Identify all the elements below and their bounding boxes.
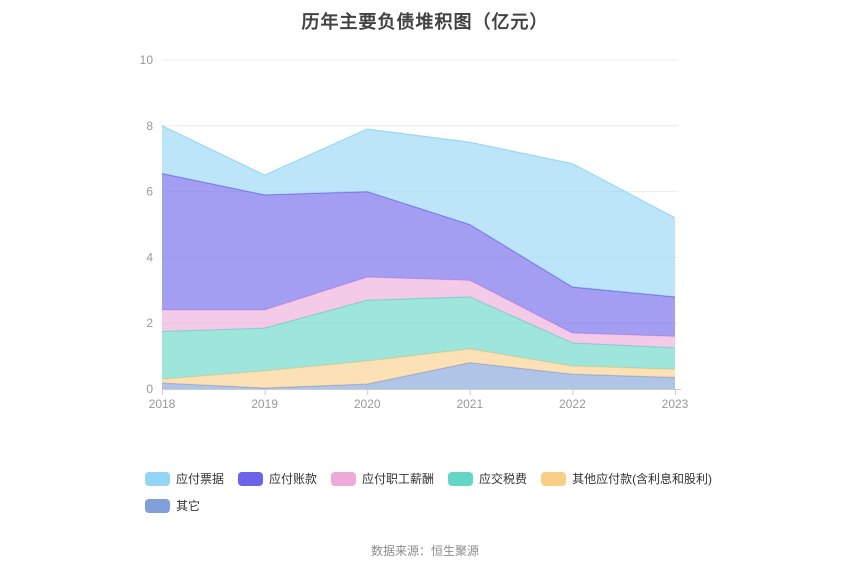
legend-label-4: 其他应付款(含利息和股利) [572, 472, 713, 486]
area-topline-series-3 [161, 296, 676, 349]
area-series-4 [162, 348, 675, 389]
legend-item-4[interactable]: 其他应付款(含利息和股利) [541, 470, 712, 487]
x-axis-label-2019: 2019 [251, 397, 278, 411]
area-series-5 [162, 362, 675, 389]
y-axis-label-4: 4 [146, 250, 153, 264]
legend-label-5: 其它 [176, 499, 201, 513]
legend-label-0: 应付票据 [176, 472, 225, 486]
legend-item-0[interactable]: 应付票据 [145, 470, 224, 487]
x-axis-label-2022: 2022 [559, 397, 586, 411]
area-topline-series-0 [161, 125, 676, 219]
area-series-3 [162, 296, 675, 380]
area-series-1 [162, 173, 675, 337]
legend-swatch-2 [331, 471, 357, 486]
legend-item-2[interactable]: 应付职工薪酬 [331, 470, 434, 487]
y-axis-label-2: 2 [146, 316, 153, 330]
y-axis-label-8: 8 [146, 119, 153, 133]
y-axis-label-6: 6 [146, 185, 153, 199]
stacked-area-chart: 2018 2019 2020 2021 2022 2023 0 2 4 6 8 10 [140, 53, 689, 411]
x-axis-label-2018: 2018 [149, 397, 176, 411]
chart-legend: 应付票据 应付账款 应付职工薪酬 应交税费 其他应付款(含利息和股利) 其它 [145, 470, 730, 514]
legend-swatch-3 [448, 471, 474, 486]
legend-swatch-1 [238, 471, 264, 486]
area-series-0 [162, 125, 675, 297]
area-series-2 [162, 277, 675, 348]
legend-item-1[interactable]: 应付账款 [238, 470, 317, 487]
x-axis-label-2023: 2023 [662, 397, 689, 411]
legend-label-2: 应付职工薪酬 [362, 472, 435, 486]
legend-item-5[interactable]: 其它 [145, 497, 200, 514]
legend-swatch-4 [541, 471, 567, 486]
legend-label-3: 应交税费 [479, 472, 528, 486]
legend-label-1: 应付账款 [269, 472, 318, 486]
x-axis-label-2021: 2021 [456, 397, 483, 411]
legend-swatch-5 [145, 498, 170, 513]
chart-title: 历年主要负债堆积图（亿元） [301, 12, 549, 32]
x-axis-label-2020: 2020 [354, 397, 381, 411]
y-axis-label-0: 0 [146, 382, 153, 396]
data-source-note: 数据来源：恒生聚源 [370, 544, 479, 558]
legend-swatch-0 [145, 471, 170, 486]
y-axis-label-10: 10 [140, 53, 154, 67]
legend-item-3[interactable]: 应交税费 [448, 470, 527, 487]
